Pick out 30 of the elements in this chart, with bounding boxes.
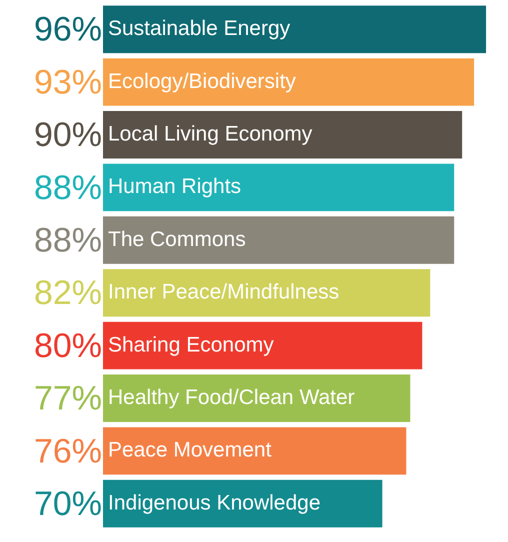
y-tick-label: Healthy Food/Clean Water	[108, 386, 355, 410]
bar	[103, 374, 410, 422]
data-label: 80%	[34, 326, 102, 365]
data-label: 88%	[34, 222, 102, 260]
data-label: 77%	[34, 380, 102, 418]
bar	[103, 269, 430, 317]
y-tick-label: Ecology/Biodiversity	[108, 70, 296, 93]
bar	[103, 216, 454, 264]
y-tick-label: Sustainable Energy	[108, 17, 291, 40]
bar	[103, 480, 382, 528]
y-tick-label: Indigenous Knowledge	[108, 491, 321, 514]
y-tick-label: The Commons	[108, 228, 246, 251]
bar	[103, 427, 406, 475]
y-tick-label: Inner Peace/Mindfulness	[108, 280, 340, 304]
y-tick-label: Local Living Economy	[108, 122, 313, 146]
data-label: 96%	[34, 10, 102, 49]
data-label: 93%	[34, 63, 102, 102]
data-label: 76%	[34, 432, 102, 470]
y-tick-label: Sharing Economy	[108, 333, 274, 356]
bar	[103, 164, 454, 212]
data-label: 70%	[34, 485, 102, 524]
bar	[103, 58, 474, 106]
bar	[103, 322, 422, 370]
data-label: 82%	[34, 274, 102, 312]
data-label: 90%	[34, 116, 102, 154]
bar	[103, 6, 486, 54]
data-label: 88%	[34, 168, 102, 207]
y-tick-label: Peace Movement	[108, 438, 272, 462]
bar	[103, 111, 462, 158]
y-tick-label: Human Rights	[108, 175, 242, 198]
